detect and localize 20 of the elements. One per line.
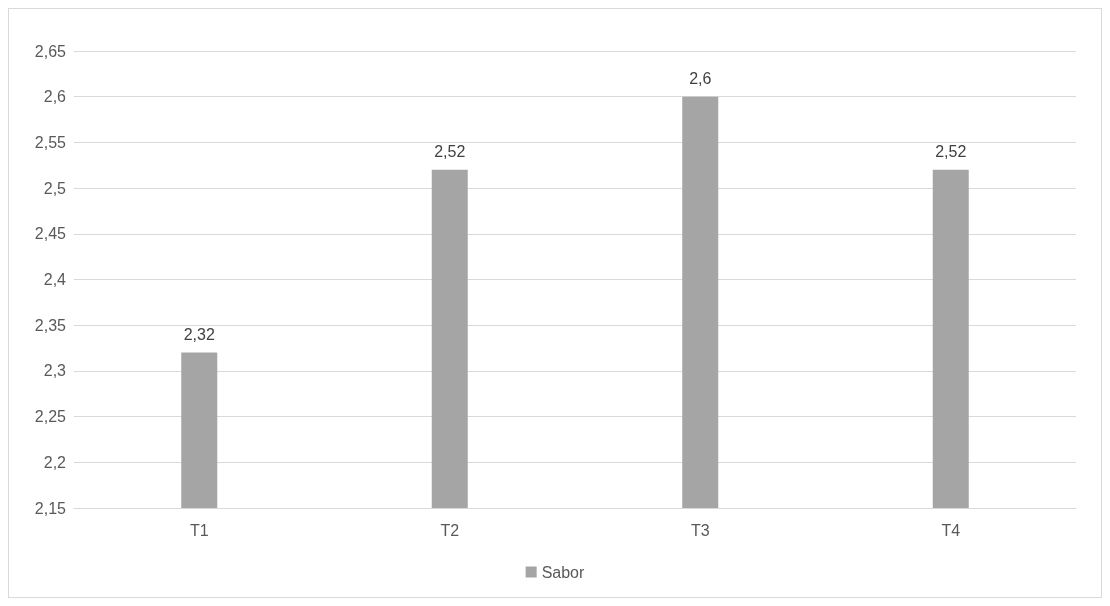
y-tick-label: 2,3	[43, 362, 67, 380]
y-tick-label: 2,15	[34, 499, 67, 517]
x-tick-label: T3	[690, 521, 710, 539]
data-label: 2,52	[434, 143, 466, 161]
y-tick-label: 2,5	[43, 179, 67, 197]
x-tick-label: T4	[941, 521, 961, 539]
y-tick-label: 2,25	[34, 408, 67, 426]
y-tick-label: 2,65	[34, 42, 67, 60]
y-tick-label: 2,45	[34, 225, 67, 243]
y-tick-label: 2,35	[34, 316, 67, 334]
data-label: 2,32	[183, 326, 215, 344]
y-tick-label: 2,6	[43, 88, 67, 106]
y-tick-label: 2,55	[34, 133, 67, 151]
data-label: 2,6	[689, 70, 712, 88]
y-tick-label: 2,4	[43, 271, 67, 288]
x-tick-label: T1	[189, 521, 209, 539]
x-tick-label: T2	[440, 521, 460, 539]
data-label: 2,52	[935, 143, 967, 161]
y-tick-label: 2,2	[43, 453, 67, 471]
legend-label: Sabor	[541, 563, 586, 581]
